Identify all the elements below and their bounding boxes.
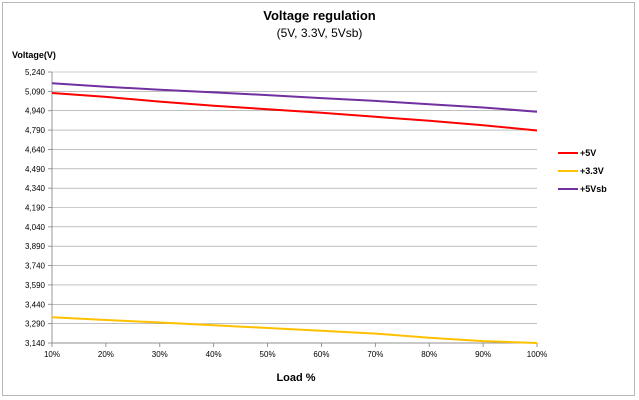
x-axis-ticks: 10% 20% 30% 40% 50% 60% 70% 80% 90% 100% bbox=[44, 350, 547, 359]
x-tick-label: 50% bbox=[260, 350, 276, 359]
chart-subtitle: (5V, 3.3V, 5Vsb) bbox=[276, 26, 363, 40]
y-tick-label: 5,240 bbox=[25, 68, 46, 77]
y-tick-label: 4,190 bbox=[25, 204, 46, 213]
x-axis-title: Load % bbox=[276, 372, 315, 384]
x-tick-label: 90% bbox=[475, 350, 491, 359]
x-tick-label: 40% bbox=[206, 350, 222, 359]
legend: +5V +3.3V +5Vsb bbox=[558, 148, 607, 194]
x-tick-label: 60% bbox=[313, 350, 329, 359]
y-tick-label: 4,040 bbox=[25, 223, 46, 232]
series-line-5v bbox=[51, 92, 538, 132]
y-tick-label: 3,740 bbox=[25, 262, 46, 271]
series-line-5vsb bbox=[51, 82, 538, 113]
y-tick-label: 3,590 bbox=[25, 281, 46, 290]
chart-title: Voltage regulation bbox=[263, 8, 376, 23]
y-tick-label: 3,890 bbox=[25, 242, 46, 251]
y-tick-label: 4,640 bbox=[25, 145, 46, 154]
legend-label: +5V bbox=[580, 148, 596, 158]
y-tick-label: 3,290 bbox=[25, 320, 46, 329]
y-tick-label: 4,340 bbox=[25, 184, 46, 193]
y-tick-label: 3,140 bbox=[25, 339, 46, 348]
series-lines bbox=[51, 82, 538, 344]
x-tick-label: 20% bbox=[98, 350, 114, 359]
x-tick-label: 100% bbox=[527, 350, 547, 359]
y-tick-label: 4,940 bbox=[25, 107, 46, 116]
x-tick-label: 10% bbox=[44, 350, 60, 359]
y-tick-label: 3,440 bbox=[25, 300, 46, 309]
y-tick-label: 4,490 bbox=[25, 165, 46, 174]
legend-label: +3.3V bbox=[580, 166, 604, 176]
legend-label: +5Vsb bbox=[580, 184, 607, 194]
x-tick-label: 80% bbox=[421, 350, 437, 359]
gridlines bbox=[48, 71, 538, 347]
y-tick-label: 5,090 bbox=[25, 87, 46, 96]
y-tick-label: 4,790 bbox=[25, 126, 46, 135]
x-tick-label: 30% bbox=[152, 350, 168, 359]
x-tick-label: 70% bbox=[367, 350, 383, 359]
series-line-33v bbox=[51, 316, 538, 344]
y-axis-title: Voltage(V) bbox=[12, 50, 56, 60]
y-axis-ticks: 3,140 3,290 3,440 3,590 3,740 3,890 4,040 4,190… bbox=[25, 68, 46, 348]
